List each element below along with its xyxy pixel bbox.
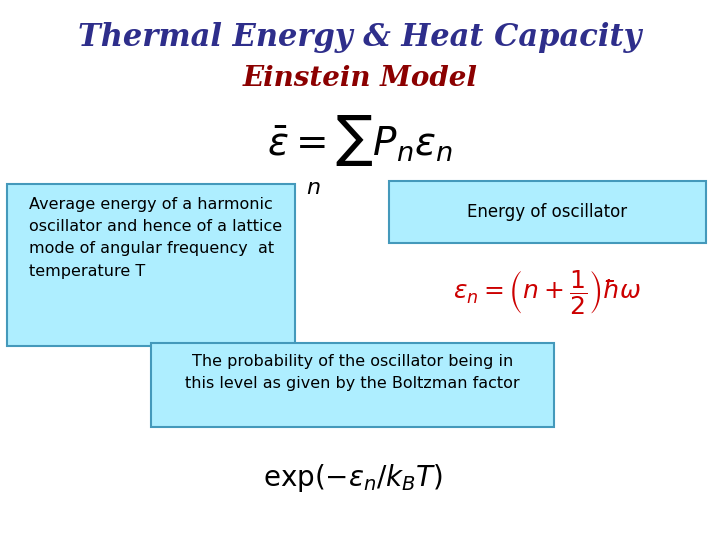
Text: $\varepsilon_n = \left(n + \dfrac{1}{2}\right)\hbar\omega$: $\varepsilon_n = \left(n + \dfrac{1}{2}\… <box>453 268 642 315</box>
Text: $\exp(-\varepsilon_n / k_B T)$: $\exp(-\varepsilon_n / k_B T)$ <box>263 462 443 494</box>
Text: Average energy of a harmonic
oscillator and hence of a lattice
mode of angular f: Average energy of a harmonic oscillator … <box>29 197 282 279</box>
Text: $n$: $n$ <box>306 178 320 198</box>
Text: Thermal Energy & Heat Capacity: Thermal Energy & Heat Capacity <box>78 22 642 52</box>
FancyBboxPatch shape <box>389 181 706 243</box>
Text: $\bar{\varepsilon} = \sum P_n \varepsilon_n$: $\bar{\varepsilon} = \sum P_n \varepsilo… <box>267 113 453 168</box>
Text: The probability of the oscillator being in
this level as given by the Boltzman f: The probability of the oscillator being … <box>186 354 520 391</box>
FancyBboxPatch shape <box>7 184 295 346</box>
Text: Energy of oscillator: Energy of oscillator <box>467 202 627 221</box>
FancyBboxPatch shape <box>151 343 554 427</box>
Text: Einstein Model: Einstein Model <box>243 65 477 92</box>
